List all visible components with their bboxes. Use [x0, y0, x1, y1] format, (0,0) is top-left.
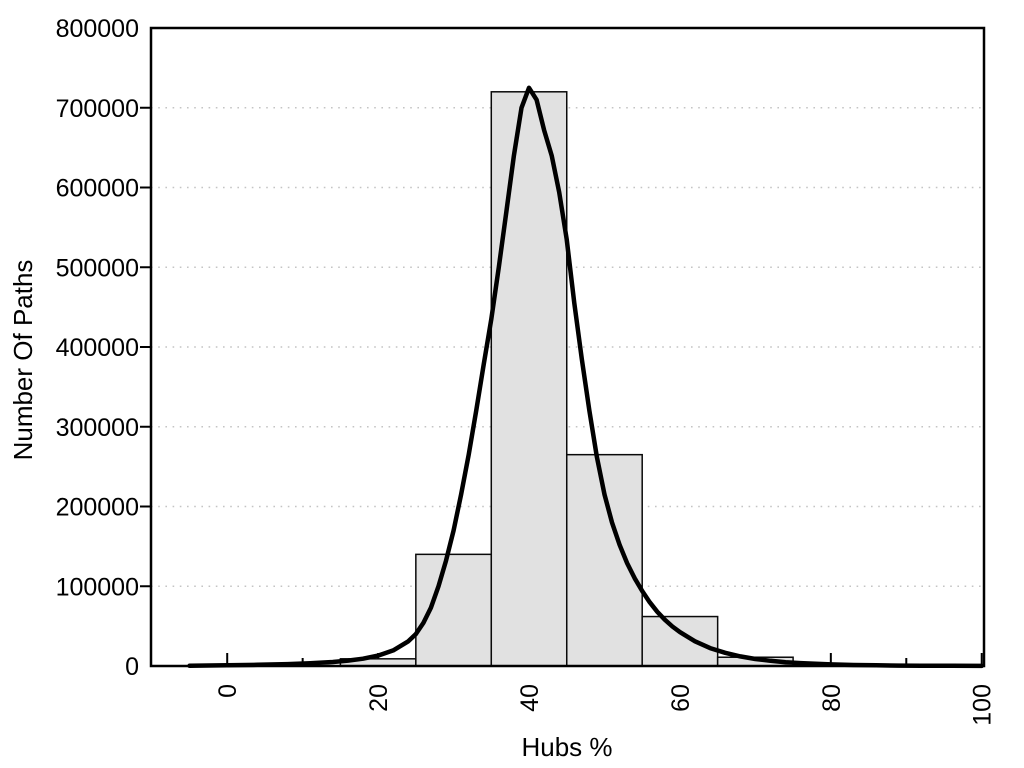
density-curve-path	[187, 85, 984, 669]
y-tick-label: 500000	[56, 254, 139, 282]
y-tick-label: 600000	[56, 175, 139, 203]
histogram-bar	[415, 553, 493, 667]
y-tick-label: 100000	[56, 573, 139, 601]
x-tick-label: 80	[818, 684, 846, 712]
y-axis-title: Number Of Paths	[8, 260, 38, 461]
x-tick-label: 20	[365, 684, 393, 712]
x-tick-labels: 0 20 40 60 80 100	[214, 684, 997, 726]
y-tick-label: 0	[125, 653, 139, 681]
histogram-bar	[490, 91, 568, 667]
y-tick-label: 400000	[56, 334, 139, 362]
y-tick-label: 700000	[56, 95, 139, 123]
x-tick-label: 60	[667, 684, 695, 712]
y-tick-label: 300000	[56, 414, 139, 442]
y-tick-label: 200000	[56, 494, 139, 522]
histogram-bars	[339, 91, 794, 667]
histogram-bar	[641, 615, 719, 667]
density-curve	[187, 85, 984, 669]
plot-panel-border	[149, 26, 986, 668]
y-axis-ticks	[140, 106, 151, 588]
y-tick-labels: 0 100000 200000 300000 400000 500000 600000 700…	[56, 15, 139, 681]
x-tick-label: 40	[516, 684, 544, 712]
x-axis-title: Hubs %	[521, 732, 612, 762]
x-tick-label: 100	[969, 684, 997, 726]
x-tick-label: 0	[214, 684, 242, 698]
y-tick-label: 800000	[56, 15, 139, 43]
